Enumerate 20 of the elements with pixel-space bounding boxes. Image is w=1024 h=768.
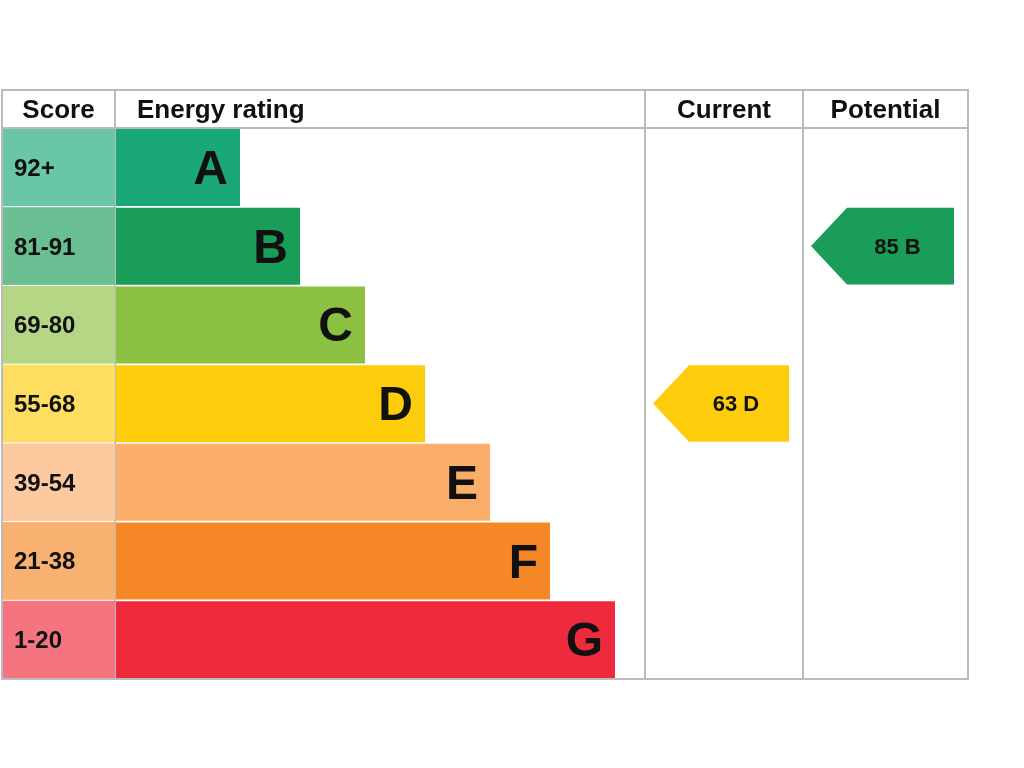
text: 63 D [712,391,760,416]
y-tick-label: 81-91 [14,232,76,260]
text: Current [677,94,772,124]
y-tick-label: 39-54 [14,468,77,496]
text: Energy rating [137,94,305,124]
text: 85 B [874,233,921,259]
y-tick-label: 21-38 [14,547,76,575]
annotation: A [193,141,228,194]
annotation: B [253,219,288,273]
text: Score [22,94,95,124]
annotation: G [565,613,603,667]
y-tick-label: 92+ [14,153,55,181]
annotation: F [508,534,538,588]
text: Potential [830,94,941,124]
annotation: D [378,377,413,431]
annotation: E [445,455,478,509]
y-tick-label: 1-20 [14,626,63,654]
annotation: C [318,298,353,352]
y-tick-label: 55-68 [14,390,76,417]
y-tick-label: 69-80 [14,311,76,339]
